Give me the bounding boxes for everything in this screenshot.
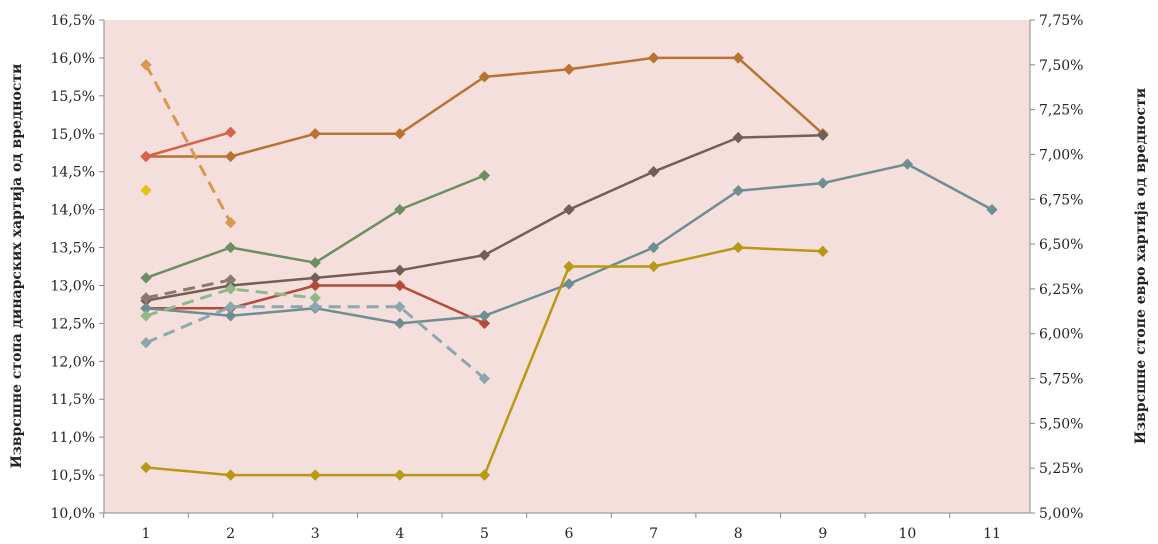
data-point	[224, 150, 237, 163]
right-tick-label: 6,50%	[1039, 237, 1083, 253]
series-line	[145, 278, 231, 300]
left-tick-label: 16,0%	[51, 51, 95, 67]
data-point	[901, 158, 914, 170]
data-point	[563, 278, 575, 290]
right-axis-title: Изврсшне стопе евро хартија од вредности	[1133, 88, 1149, 444]
right-tick-label: 7,75%	[1039, 13, 1083, 29]
x-tick-label: 2	[226, 526, 235, 542]
data-point	[647, 166, 660, 178]
left-tick-label: 15,5%	[51, 89, 95, 105]
left-tick-label: 12,0%	[51, 354, 95, 370]
series-12	[140, 301, 491, 385]
data-point	[478, 469, 491, 481]
left-tick-label: 13,0%	[51, 278, 95, 294]
x-tick-label: 9	[818, 526, 827, 542]
x-tick-label: 7	[649, 526, 658, 542]
data-point	[224, 126, 237, 138]
left-tick-label: 12,5%	[51, 316, 95, 332]
left-tick-label: 14,5%	[51, 165, 95, 181]
data-point	[563, 260, 575, 273]
data-point	[140, 337, 152, 349]
data-point	[309, 469, 321, 481]
series-11	[140, 283, 321, 322]
series-10	[140, 274, 237, 304]
x-tick-label: 4	[395, 526, 404, 542]
left-tick-label: 10,0%	[51, 506, 95, 522]
right-tick-label: 5,75%	[1039, 372, 1083, 388]
data-point	[224, 241, 237, 254]
x-axis: 1 2 3 4 5 6 7 8 9 10 11	[103, 512, 1030, 542]
right-tick-label: 5,00%	[1039, 506, 1083, 522]
left-axis-title: Изврсшне стопа динарских хартија од вред…	[9, 64, 25, 469]
data-point	[478, 249, 491, 261]
data-point	[647, 260, 660, 273]
data-point	[309, 279, 321, 292]
data-point	[394, 301, 406, 313]
series-2	[140, 126, 237, 163]
left-tick-label: 10,5%	[51, 468, 95, 484]
data-point	[140, 461, 152, 474]
x-tick-label: 8	[734, 526, 743, 542]
data-point	[817, 129, 829, 141]
data-point	[140, 184, 152, 196]
series-9	[140, 184, 152, 196]
data-point	[394, 279, 406, 292]
left-tick-label: 11,0%	[51, 430, 95, 446]
data-point	[140, 59, 152, 71]
right-tick-label: 5,50%	[1039, 416, 1083, 432]
right-tick-label: 6,00%	[1039, 327, 1083, 343]
left-tick-label: 14,0%	[51, 203, 95, 219]
data-point	[140, 150, 152, 163]
x-tick-label: 5	[480, 526, 489, 542]
right-tick-label: 6,75%	[1039, 192, 1083, 208]
data-point	[309, 301, 321, 313]
left-axis: 10,0% 10,5% 11,0% 11,5% 12,0% 12,5% 13,0% 13,5%…	[51, 13, 105, 522]
data-point	[478, 310, 491, 322]
series-layer	[140, 52, 998, 481]
data-point	[140, 310, 152, 322]
data-point	[309, 292, 321, 304]
x-tick-label: 6	[565, 526, 574, 542]
series-line	[145, 131, 231, 158]
data-point	[394, 469, 406, 481]
data-point	[224, 469, 237, 481]
right-tick-label: 7,25%	[1039, 103, 1083, 119]
right-axis: 5,00% 5,25% 5,50% 5,75% 6,00% 6,25% 6,50% 6,75%…	[1029, 13, 1083, 522]
right-tick-label: 7,50%	[1039, 58, 1083, 74]
left-tick-label: 13,5%	[51, 241, 95, 257]
data-point	[478, 372, 491, 385]
series-line	[145, 287, 316, 318]
left-tick-label: 11,5%	[51, 392, 95, 408]
data-point	[478, 71, 491, 83]
right-tick-label: 5,25%	[1039, 461, 1083, 477]
data-point	[140, 272, 152, 284]
left-tick-label: 16,5%	[51, 13, 95, 29]
left-tick-label: 15,0%	[51, 127, 95, 143]
right-tick-label: 6,25%	[1039, 282, 1083, 298]
data-point	[394, 264, 406, 276]
data-point	[140, 292, 152, 304]
data-point	[224, 310, 237, 322]
x-tick-label: 3	[311, 526, 320, 542]
x-tick-label: 10	[898, 526, 916, 542]
data-point	[224, 283, 237, 295]
right-tick-label: 7,00%	[1039, 147, 1083, 163]
x-tick-label: 1	[142, 526, 151, 542]
series-line	[144, 64, 232, 224]
x-tick-label: 11	[983, 526, 1001, 542]
data-point	[309, 272, 321, 284]
data-point	[224, 274, 237, 286]
data-point	[309, 257, 321, 269]
data-point	[224, 301, 237, 313]
